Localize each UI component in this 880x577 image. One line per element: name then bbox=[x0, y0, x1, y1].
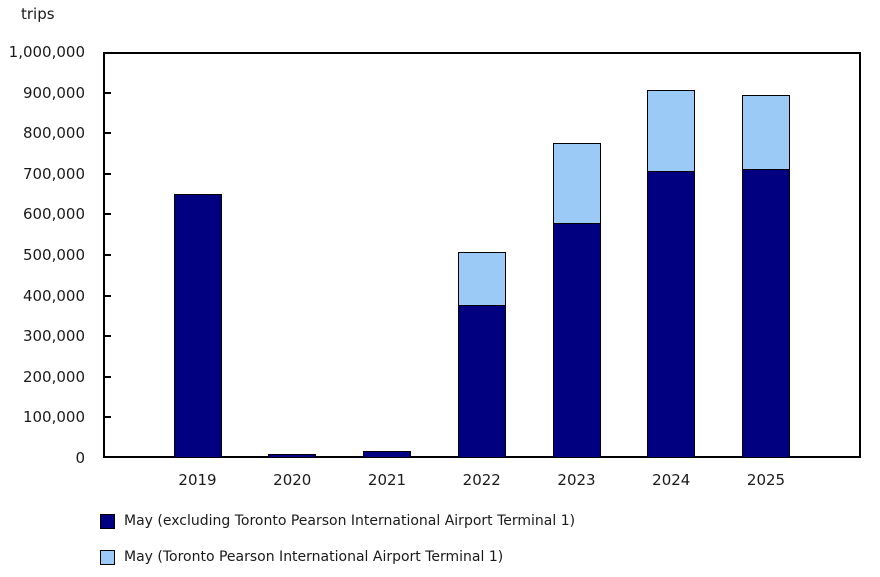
legend-label: May (Toronto Pearson International Airpo… bbox=[124, 549, 504, 565]
x-axis-label-2025: 2025 bbox=[746, 471, 786, 489]
y-axis-tick-label: 700,000 bbox=[22, 164, 85, 183]
y-axis-tick-mark bbox=[105, 335, 111, 338]
legend: May (excluding Toronto Pearson Internati… bbox=[100, 513, 860, 577]
y-axis-tick-label: 400,000 bbox=[22, 286, 85, 305]
bar-segment-2025-s1 bbox=[742, 94, 790, 170]
bar-segment-2021-s0 bbox=[363, 451, 411, 458]
x-axis-label-2024: 2024 bbox=[652, 471, 691, 489]
bar-segment-2024-s0 bbox=[647, 170, 696, 458]
y-axis-tick-mark bbox=[105, 416, 111, 419]
legend-swatch-icon bbox=[100, 550, 115, 565]
x-axis-label-2022: 2022 bbox=[462, 471, 501, 489]
y-axis-unit-label: trips bbox=[21, 5, 55, 23]
x-axis-label-2021: 2021 bbox=[367, 471, 407, 489]
legend-label: May (excluding Toronto Pearson Internati… bbox=[124, 513, 576, 529]
y-axis-tick-mark bbox=[105, 375, 111, 378]
y-axis-tick-mark bbox=[105, 294, 111, 297]
bar-segment-2020-s0 bbox=[268, 453, 317, 458]
x-axis-label-2020: 2020 bbox=[273, 471, 312, 489]
legend-item-0: May (excluding Toronto Pearson Internati… bbox=[100, 513, 860, 530]
bar-segment-2024-s1 bbox=[647, 90, 696, 171]
y-axis-tick-mark bbox=[105, 132, 111, 135]
y-axis-tick-label: 1,000,000 bbox=[8, 43, 85, 61]
y-axis-tick-label: 100,000 bbox=[22, 408, 85, 427]
x-axis-label-2023: 2023 bbox=[557, 471, 596, 489]
y-axis-tick-mark bbox=[105, 91, 111, 94]
y-axis-tick-label: 500,000 bbox=[22, 246, 85, 264]
y-axis-tick-label: 900,000 bbox=[22, 83, 85, 102]
bar-segment-2019-s0 bbox=[173, 194, 222, 458]
bar-segment-2023-s0 bbox=[552, 222, 601, 458]
bar-segment-2025-s0 bbox=[742, 169, 790, 458]
y-axis-tick-mark bbox=[105, 254, 111, 256]
y-axis-tick-label: 600,000 bbox=[22, 205, 85, 224]
y-axis-tick-mark bbox=[105, 213, 111, 216]
y-axis-tick-label: 800,000 bbox=[22, 124, 85, 143]
y-axis-tick-mark bbox=[105, 172, 111, 175]
bar-segment-2022-s0 bbox=[457, 304, 506, 458]
y-axis-tick-label: 0 bbox=[75, 449, 85, 467]
y-axis-tick-label: 200,000 bbox=[22, 367, 85, 386]
legend-swatch-icon bbox=[100, 514, 115, 529]
y-axis-tick-label: 300,000 bbox=[22, 327, 85, 346]
legend-item-1: May (Toronto Pearson International Airpo… bbox=[100, 549, 860, 566]
x-axis-label-2019: 2019 bbox=[178, 471, 217, 489]
bar-segment-2022-s1 bbox=[457, 251, 506, 305]
bar-segment-2023-s1 bbox=[552, 143, 601, 223]
